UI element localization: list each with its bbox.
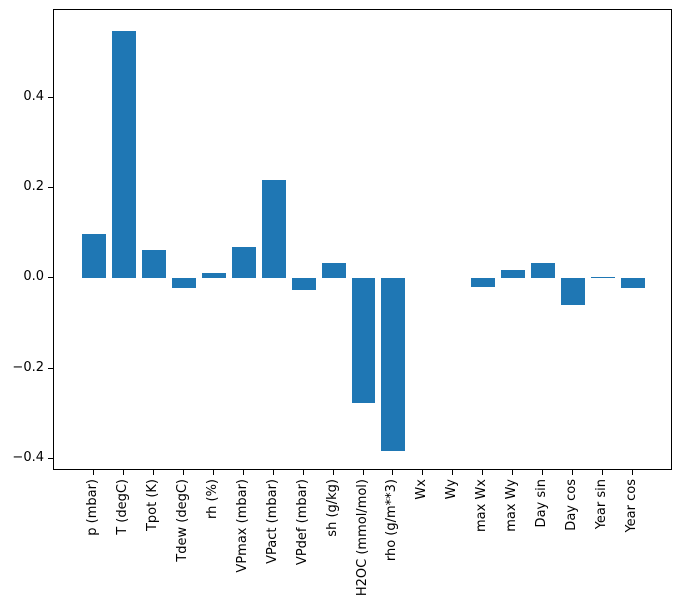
bar <box>590 277 615 279</box>
x-tick-mark <box>302 470 304 475</box>
x-tick-mark <box>392 470 394 475</box>
y-tick-label: 0.0 <box>23 269 44 285</box>
x-tick-label: rho (g/m**3) <box>384 479 400 562</box>
x-tick-mark <box>182 470 184 475</box>
bar <box>561 278 585 306</box>
y-tick-mark <box>48 367 53 369</box>
x-tick-mark <box>542 470 544 475</box>
x-tick-mark <box>242 470 244 475</box>
y-tick-mark <box>48 457 53 459</box>
bar <box>112 30 136 279</box>
x-tick-mark <box>332 470 334 475</box>
x-tick-mark <box>631 470 633 475</box>
x-tick-label: Day sin <box>534 479 550 528</box>
y-tick-label: 0.4 <box>23 88 44 104</box>
x-tick-label: Year sin <box>593 479 609 530</box>
x-tick-label: Wx <box>414 479 430 500</box>
bar <box>142 249 166 279</box>
bar <box>201 272 226 279</box>
x-tick-label: Tdew (degC) <box>174 479 190 562</box>
y-tick-mark <box>48 96 53 98</box>
y-tick-label: −0.2 <box>12 359 44 375</box>
x-tick-mark <box>482 470 484 475</box>
x-tick-label: VPact (mbar) <box>264 479 280 564</box>
y-tick-mark <box>48 187 53 189</box>
bar <box>351 278 376 403</box>
x-tick-mark <box>212 470 214 475</box>
x-tick-label: T (degC) <box>115 479 131 535</box>
x-tick-mark <box>93 470 95 475</box>
x-tick-mark <box>123 470 125 475</box>
x-tick-mark <box>362 470 364 475</box>
bar <box>321 263 346 279</box>
x-tick-label: Wy <box>444 479 460 500</box>
bar <box>381 278 406 451</box>
bar <box>620 278 645 288</box>
x-tick-label: Tpot (K) <box>144 479 160 532</box>
x-tick-label: VPmax (mbar) <box>234 479 250 573</box>
x-tick-mark <box>272 470 274 475</box>
y-tick-mark <box>48 277 53 279</box>
x-tick-label: max Wy <box>504 479 520 532</box>
x-tick-label: p (mbar) <box>85 479 101 536</box>
bar <box>82 234 107 279</box>
bar <box>531 262 556 279</box>
bar <box>231 247 256 279</box>
x-tick-mark <box>601 470 603 475</box>
x-tick-mark <box>452 470 454 475</box>
bar <box>471 278 496 288</box>
plot-area <box>53 9 672 470</box>
x-tick-mark <box>422 470 424 475</box>
x-tick-label: rh (%) <box>204 479 220 519</box>
bar <box>501 269 526 279</box>
bar <box>261 180 286 279</box>
x-tick-label: Year cos <box>623 479 639 533</box>
y-tick-label: −0.4 <box>12 449 44 465</box>
x-tick-mark <box>152 470 154 475</box>
x-tick-label: VPdef (mbar) <box>294 479 310 566</box>
x-tick-label: Day cos <box>564 479 580 531</box>
bar <box>171 278 196 288</box>
bar <box>291 278 316 291</box>
x-tick-label: max Wx <box>474 479 490 533</box>
y-tick-label: 0.2 <box>23 179 44 195</box>
x-tick-label: H2OC (mmol/mol) <box>354 479 370 597</box>
x-tick-mark <box>512 470 514 475</box>
x-tick-mark <box>572 470 574 475</box>
x-tick-label: sh (g/kg) <box>324 479 340 537</box>
